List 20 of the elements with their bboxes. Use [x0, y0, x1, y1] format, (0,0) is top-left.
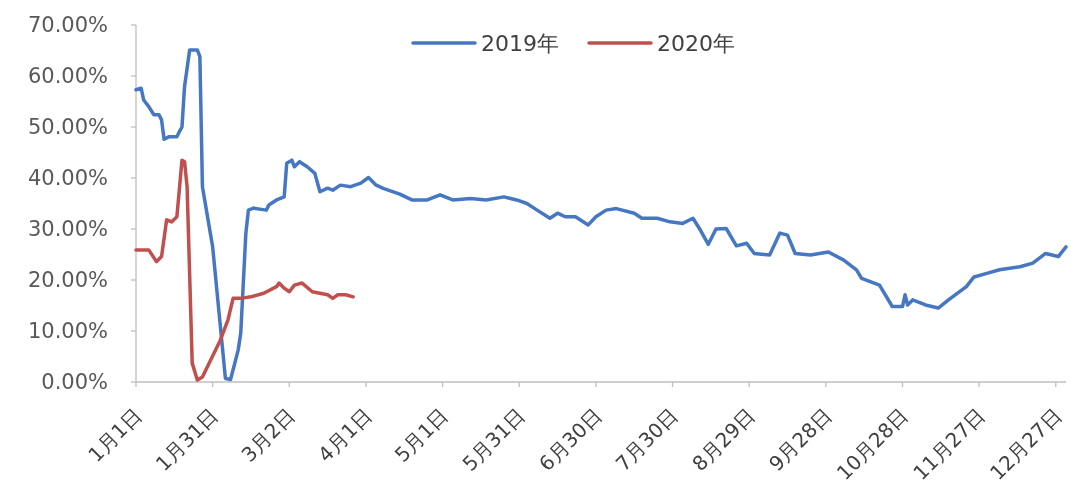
- x-tick-label: 6月30日: [534, 403, 607, 476]
- x-tick-label: 4月1日: [313, 403, 377, 467]
- y-tick-label: 40.00%: [27, 166, 108, 190]
- y-tick-label: 70.00%: [27, 13, 108, 37]
- x-tick-label: 7月30日: [610, 403, 684, 476]
- x-tick-label: 3月2日: [236, 403, 300, 467]
- y-tick-label: 0.00%: [41, 370, 108, 394]
- x-tick-label: 5月1日: [389, 403, 454, 467]
- y-tick-label: 20.00%: [27, 268, 108, 292]
- x-tick-label: 1月31日: [150, 403, 224, 476]
- y-tick-label: 50.00%: [27, 115, 108, 139]
- x-tick-label: 1月1日: [83, 403, 147, 467]
- y-tick-label: 10.00%: [27, 319, 108, 343]
- x-tick-label: 8月29日: [687, 403, 760, 476]
- y-tick-label: 60.00%: [27, 64, 108, 88]
- legend-label: 2020年: [657, 30, 735, 56]
- y-tick-label: 30.00%: [27, 217, 108, 241]
- x-tick-label: 5月31日: [457, 403, 530, 476]
- line-series: [134, 158, 355, 382]
- legend-label: 2019年: [481, 30, 559, 56]
